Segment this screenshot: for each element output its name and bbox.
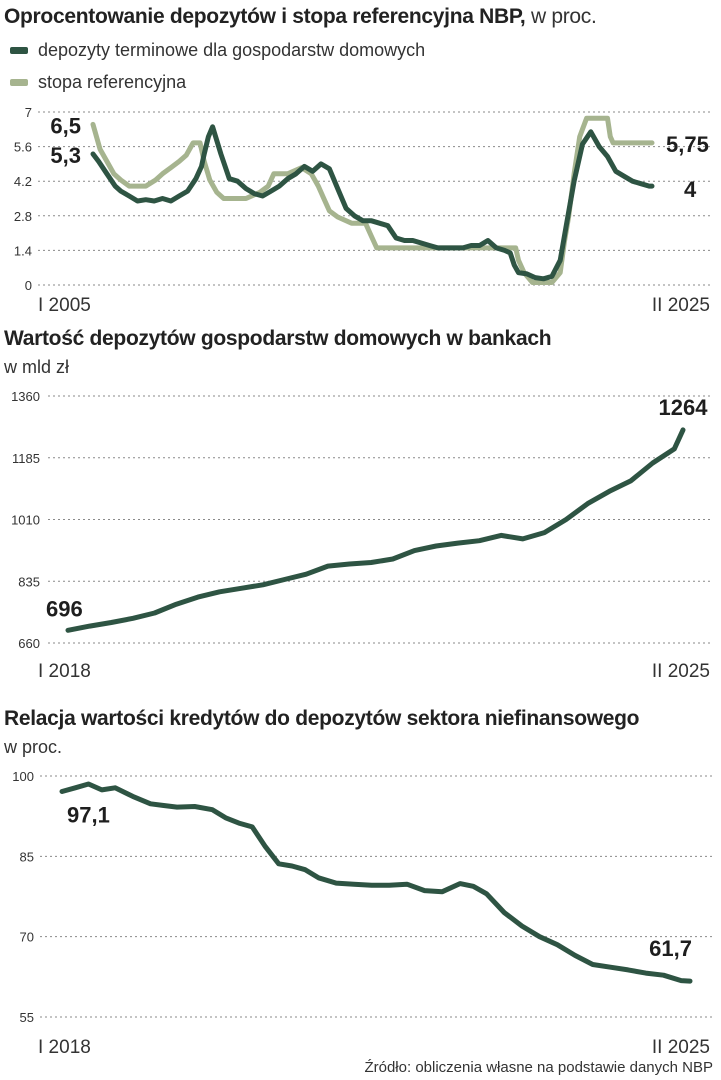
y-tick-label: 7 — [25, 105, 32, 120]
y-tick-label: 1360 — [11, 389, 40, 404]
y-tick-label: 0 — [25, 278, 32, 293]
y-tick-label: 5.6 — [14, 140, 32, 155]
legend-swatch-deposits — [10, 47, 28, 54]
series-line-0 — [59, 781, 693, 984]
x-start-label: I 2018 — [38, 1037, 91, 1058]
legend-swatch-reference-rate — [10, 79, 28, 86]
y-tick-label: 660 — [18, 636, 40, 651]
data-label: 5,3 — [50, 143, 81, 168]
chart3-subtitle: w proc. — [4, 737, 63, 757]
series-line-0 — [90, 124, 655, 282]
legend-item-deposits: depozyty terminowe dla gospodarstw domow… — [10, 40, 425, 61]
chart2-title: Wartość depozytów gospodarstw domowych w… — [4, 327, 552, 350]
x-end-label: II 2025 — [652, 1037, 710, 1058]
series-line-0 — [65, 427, 686, 633]
y-tick-label: 4.2 — [14, 174, 32, 189]
x-start-label: I 2018 — [38, 661, 91, 682]
series-line-1 — [90, 115, 655, 285]
source-note: Źródło: obliczenia własne na podstawie d… — [364, 1059, 713, 1076]
legend-label-deposits: depozyty terminowe dla gospodarstw domow… — [38, 40, 426, 60]
data-label: 6,5 — [50, 113, 81, 138]
x-end-label: II 2025 — [652, 295, 710, 316]
data-label: 1264 — [659, 395, 709, 420]
chart1-title: Oprocentowanie depozytów i stopa referen… — [4, 5, 597, 29]
y-tick-label: 835 — [18, 574, 40, 589]
y-tick-label: 1010 — [11, 513, 40, 528]
data-label: 97,1 — [67, 803, 110, 828]
chart1-plot: 0 1.4 2.8 4.2 5.6 7 I 2005 II 2025 6,5 5,3 5,75 4 — [14, 105, 712, 316]
legend-label-reference-rate: stopa referencyjna — [38, 72, 187, 92]
y-tick-label: 1185 — [12, 451, 40, 466]
chart2-subtitle: w mld zł — [4, 357, 70, 377]
y-tick-label: 55 — [20, 1010, 34, 1025]
chart2-plot: 660 835 1010 1185 1360 I 2018 II 2025 696 1264 — [11, 389, 712, 682]
data-label: 61,7 — [649, 936, 692, 961]
y-tick-label: 70 — [20, 930, 34, 945]
y-tick-label: 1.4 — [14, 243, 32, 258]
data-label: 5,75 — [666, 132, 709, 157]
chart3-title: Relacja wartości kredytów do depozytów s… — [4, 707, 640, 730]
data-label: 4 — [684, 177, 697, 202]
y-tick-label: 85 — [20, 849, 34, 864]
y-tick-label: 100 — [12, 769, 34, 784]
x-end-label: II 2025 — [652, 661, 710, 682]
x-start-label: I 2005 — [38, 295, 91, 316]
data-label: 696 — [46, 596, 83, 621]
chart1-title-unit: w proc. — [525, 5, 597, 28]
y-tick-label: 2.8 — [14, 209, 32, 224]
chart1-title-bold: Oprocentowanie depozytów i stopa referen… — [4, 5, 526, 28]
legend-item-reference-rate: stopa referencyjna — [10, 72, 186, 93]
